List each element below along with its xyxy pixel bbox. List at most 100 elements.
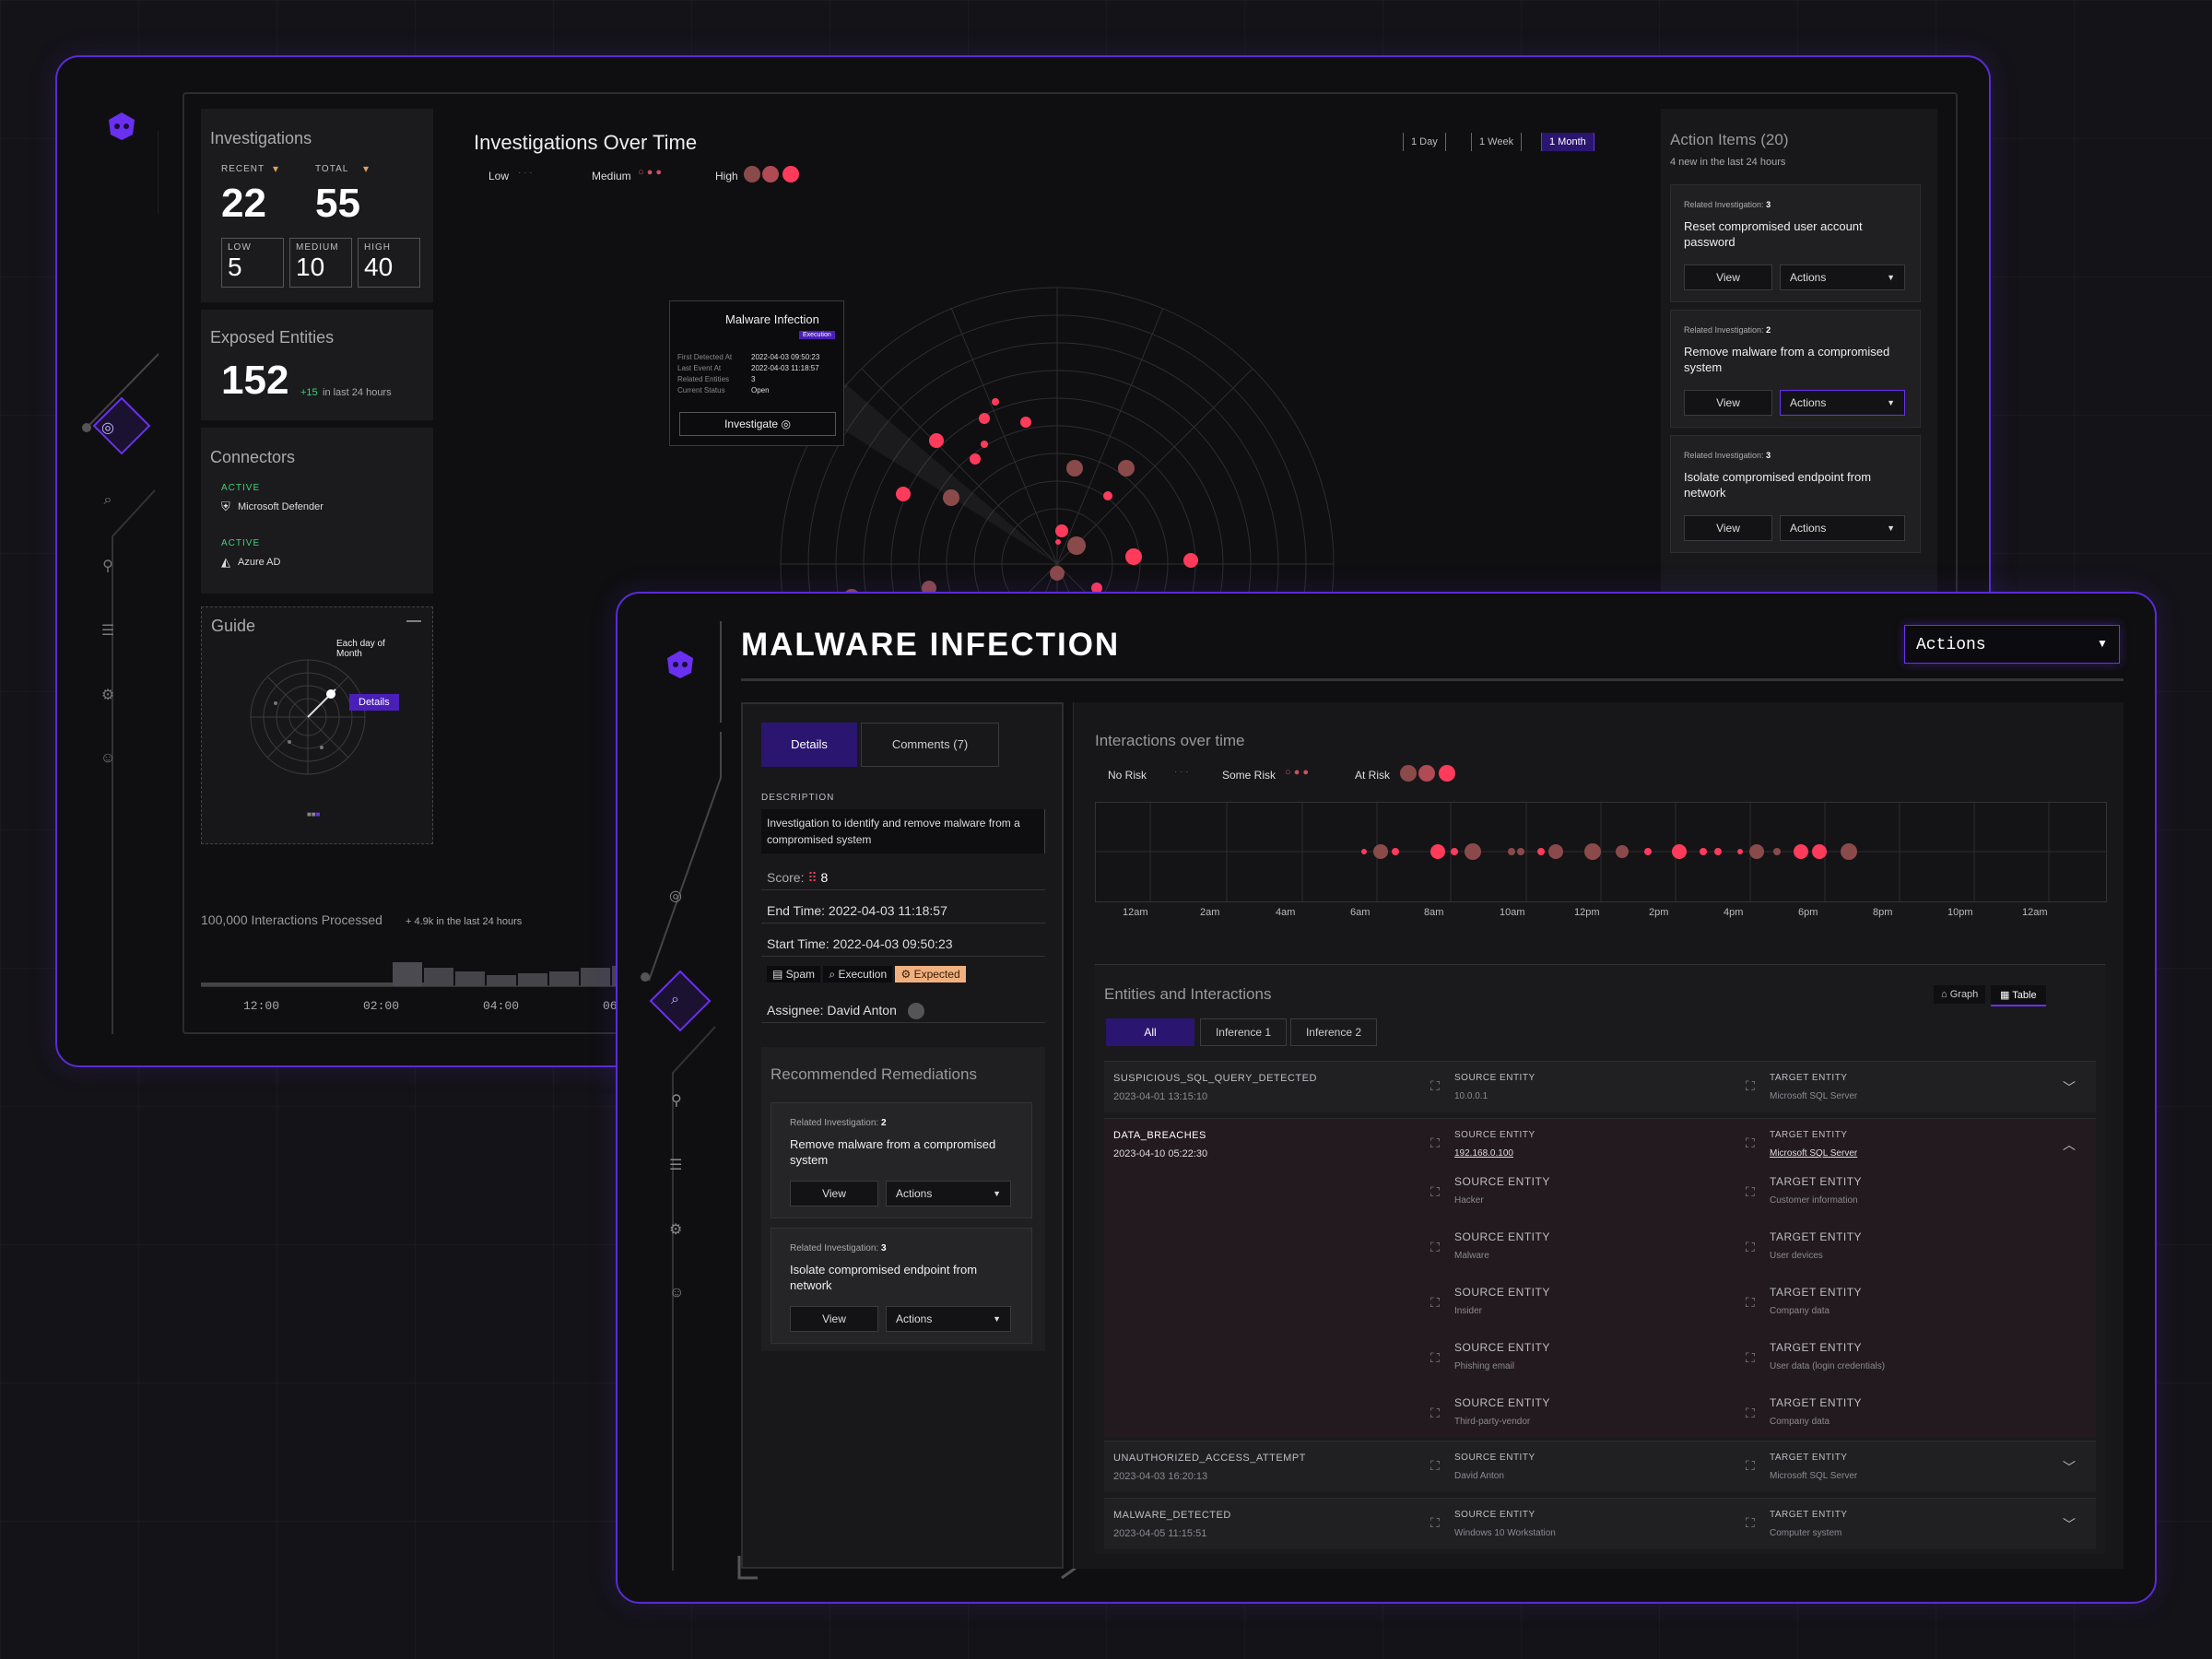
- view-table-button[interactable]: ▦ Table: [1991, 985, 2046, 1006]
- radar-point[interactable]: [1103, 491, 1112, 500]
- medium-box[interactable]: MEDIUM 10: [289, 238, 352, 288]
- radar-point[interactable]: [1125, 548, 1142, 565]
- connector-name[interactable]: Microsoft Defender: [238, 501, 324, 512]
- radar-point[interactable]: [992, 398, 999, 406]
- filter-icon[interactable]: ▾: [273, 162, 279, 175]
- investigations-icon[interactable]: ◎: [101, 420, 114, 436]
- radar-point[interactable]: [1055, 539, 1061, 545]
- actions-button[interactable]: Actions ▼: [1780, 265, 1905, 290]
- timeline-point[interactable]: [1548, 844, 1563, 859]
- user-icon[interactable]: ⚲: [671, 1093, 682, 1109]
- timeline-point[interactable]: [1465, 843, 1481, 860]
- entity-row[interactable]: SUSPICIOUS_SQL_QUERY_DETECTED 2023-04-01…: [1104, 1061, 2096, 1112]
- low-box[interactable]: LOW 5: [221, 238, 284, 288]
- high-box[interactable]: HIGH 40: [358, 238, 420, 288]
- radar-point[interactable]: [1091, 582, 1102, 594]
- settings-icon[interactable]: ⚙: [669, 1222, 683, 1238]
- timeline-point[interactable]: [1749, 844, 1764, 859]
- timeline-point[interactable]: [1773, 848, 1781, 855]
- timeline-point[interactable]: [1714, 848, 1722, 855]
- timeline-point[interactable]: [1794, 844, 1808, 859]
- filter-icon[interactable]: ▾: [363, 162, 370, 175]
- timeline-point[interactable]: [1361, 849, 1367, 854]
- user-icon[interactable]: ⚲: [102, 559, 113, 574]
- settings-icon[interactable]: ⚙: [100, 688, 115, 703]
- chevron-down-icon[interactable]: ﹀: [2063, 1517, 2076, 1532]
- view-button[interactable]: View: [1684, 515, 1772, 541]
- actions-button[interactable]: Actions ▼: [1780, 515, 1905, 541]
- radar-point[interactable]: [970, 453, 981, 465]
- connector-name[interactable]: Azure AD: [238, 557, 281, 568]
- timeline-point[interactable]: [1392, 848, 1399, 855]
- timeline-point[interactable]: [1841, 843, 1857, 860]
- list-icon[interactable]: ☰: [100, 623, 115, 639]
- actions-button[interactable]: Actions ▼: [886, 1306, 1011, 1332]
- chevron-down-icon[interactable]: ﹀: [2063, 1460, 2076, 1475]
- source-entity-value[interactable]: 192.168.0.100: [1454, 1148, 1513, 1159]
- view-button[interactable]: View: [790, 1181, 878, 1206]
- view-button[interactable]: View: [790, 1306, 878, 1332]
- minimize-icon[interactable]: —: [406, 613, 421, 629]
- timeline-point[interactable]: [1430, 844, 1445, 859]
- timeline-point[interactable]: [1517, 848, 1524, 855]
- filter-inference-1[interactable]: Inference 1: [1200, 1018, 1287, 1046]
- radar-point[interactable]: [929, 433, 944, 448]
- tab-comments[interactable]: Comments (7): [861, 723, 999, 767]
- chevron-up-icon[interactable]: ︿: [2063, 1137, 2076, 1152]
- guide-details-button[interactable]: Details: [349, 694, 399, 711]
- chevron-down-icon[interactable]: ﹀: [2063, 1080, 2076, 1095]
- radar-point[interactable]: [1066, 460, 1083, 477]
- timeline-point[interactable]: [1616, 845, 1629, 858]
- list-icon[interactable]: ☰: [669, 1158, 683, 1173]
- timeline-point[interactable]: [1508, 848, 1515, 855]
- timeline-point[interactable]: [1700, 848, 1707, 855]
- legend-some-risk-dots: ○ ● ●: [1285, 767, 1310, 778]
- actions-dropdown[interactable]: Actions ▼: [1904, 625, 2120, 664]
- timeline-point[interactable]: [1737, 849, 1743, 854]
- range-1month[interactable]: 1 Month: [1541, 133, 1594, 151]
- filter-inference-2[interactable]: Inference 2: [1290, 1018, 1377, 1046]
- range-1week[interactable]: 1 Week: [1471, 133, 1523, 151]
- timeline-point[interactable]: [1451, 848, 1458, 855]
- actions-button[interactable]: Actions ▼: [886, 1181, 1011, 1206]
- radar-point[interactable]: [896, 487, 911, 501]
- radar-point[interactable]: [979, 413, 990, 424]
- radar-point[interactable]: [1118, 460, 1135, 477]
- tab-details[interactable]: Details: [761, 723, 857, 767]
- investigate-button[interactable]: Investigate ◎: [679, 412, 836, 436]
- timeline-point[interactable]: [1584, 843, 1601, 860]
- radar-point[interactable]: [1067, 536, 1086, 555]
- timeline-point[interactable]: [1672, 844, 1687, 859]
- profile-icon[interactable]: ☺: [669, 1285, 685, 1300]
- view-graph-button[interactable]: ⌂ Graph: [1934, 985, 1986, 1004]
- timeline-point[interactable]: [1812, 844, 1827, 859]
- entity-node-icon: ⛶: [1430, 1078, 1440, 1093]
- investigations-icon[interactable]: ◎: [669, 888, 682, 904]
- target-entity-value[interactable]: Microsoft SQL Server: [1770, 1148, 1858, 1159]
- start-time: Start Time: 2022-04-03 09:50:23: [761, 931, 1045, 957]
- entity-row[interactable]: MALWARE_DETECTED 2023-04-05 11:15:51 ⛶ S…: [1104, 1498, 2096, 1549]
- radar-point[interactable]: [1050, 566, 1065, 581]
- profile-icon[interactable]: ☺: [100, 750, 116, 766]
- source-entity-label: SOURCE ENTITY: [1454, 1130, 1535, 1140]
- radar-point[interactable]: [1055, 524, 1068, 537]
- view-button[interactable]: View: [1684, 265, 1772, 290]
- search-doc-icon[interactable]: ⌕: [671, 992, 679, 1007]
- view-button[interactable]: View: [1684, 390, 1772, 416]
- source-entity-label: SOURCE ENTITY: [1454, 1396, 1550, 1409]
- timeline-point[interactable]: [1537, 848, 1545, 855]
- radar-point[interactable]: [1020, 417, 1031, 428]
- radar-point[interactable]: [981, 441, 988, 448]
- timeline-point[interactable]: [1373, 844, 1388, 859]
- radar-point[interactable]: [943, 489, 959, 506]
- search-doc-icon[interactable]: ⌕: [103, 492, 112, 508]
- range-1day[interactable]: 1 Day: [1403, 133, 1446, 151]
- filter-all[interactable]: All: [1106, 1018, 1194, 1046]
- entity-row[interactable]: UNAUTHORIZED_ACCESS_ATTEMPT 2023-04-03 1…: [1104, 1441, 2096, 1492]
- guide-pager[interactable]: ■■■: [307, 810, 321, 818]
- timeline-point[interactable]: [1644, 848, 1652, 855]
- entity-row[interactable]: DATA_BREACHES 2023-04-10 05:22:30 ⛶ SOUR…: [1104, 1118, 2096, 1170]
- actions-button[interactable]: Actions ▼: [1780, 390, 1905, 416]
- interactions-title: Interactions over time: [1095, 732, 1245, 749]
- radar-point[interactable]: [1183, 553, 1198, 568]
